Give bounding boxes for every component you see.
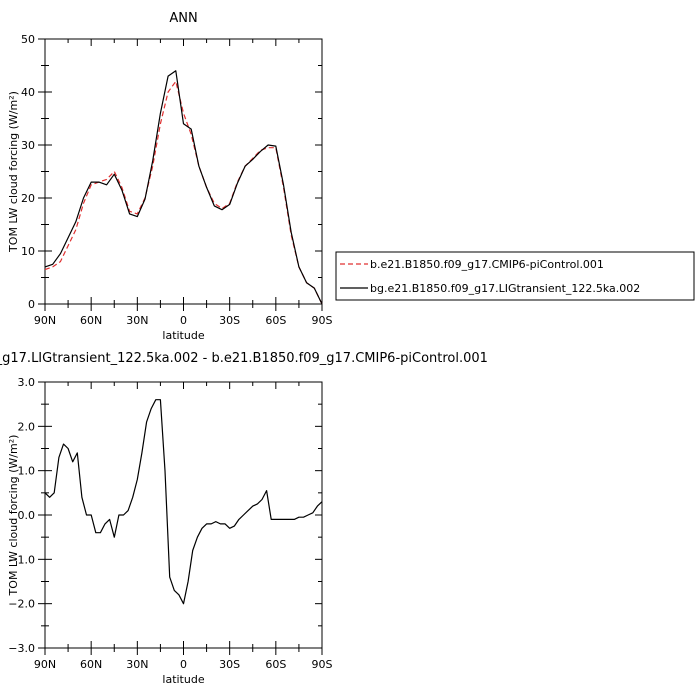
x-tick-label: 30N: [126, 658, 148, 671]
y-tick-label: 30: [21, 139, 35, 152]
x-tick-label: 60N: [80, 314, 102, 327]
y-tick-label: 50: [21, 33, 35, 46]
x-axis-label: latitude: [162, 673, 204, 686]
y-tick-label: 40: [21, 86, 35, 99]
series-line-1-0: [44, 399, 323, 605]
legend-box: [335, 251, 695, 301]
y-tick-label: 1.0: [18, 465, 36, 478]
x-tick-label: 60S: [265, 314, 286, 327]
x-tick-label: 90N: [34, 314, 56, 327]
x-tick-label: 60S: [265, 658, 286, 671]
x-tick-label: 30S: [219, 314, 240, 327]
legend-label-1: bg.e21.B1850.f09_g17.LIGtransient_122.5k…: [370, 282, 640, 295]
y-axis-label: TOM LW cloud forcing (W/m²): [7, 435, 20, 597]
x-tick-label: 90S: [312, 314, 333, 327]
y-tick-label: 20: [21, 192, 35, 205]
y-tick-label: 0: [28, 298, 35, 311]
y-tick-label: −3.0: [8, 642, 35, 655]
series-line-0-0: [44, 80, 323, 305]
x-tick-label: 0: [180, 314, 187, 327]
legend-label-0: b.e21.B1850.f09_g17.CMIP6-piControl.001: [370, 258, 604, 271]
y-tick-label: 0.0: [18, 509, 36, 522]
y-tick-label: −2.0: [8, 598, 35, 611]
y-tick-label: 3.0: [18, 376, 36, 389]
chart-title: bg.e21.B1850.f09_g17.LIGtransient_122.5k…: [0, 351, 488, 366]
x-tick-label: 0: [180, 658, 187, 671]
y-tick-label: −1.0: [8, 553, 35, 566]
y-tick-label: 2.0: [18, 420, 36, 433]
x-tick-label: 30N: [126, 314, 148, 327]
chart-title: ANN: [169, 11, 197, 26]
y-axis-label: TOM LW cloud forcing (W/m²): [7, 91, 20, 253]
x-tick-label: 60N: [80, 658, 102, 671]
x-tick-label: 30S: [219, 658, 240, 671]
x-tick-label: 90N: [34, 658, 56, 671]
x-axis-label: latitude: [162, 329, 204, 342]
series-line-0-1: [44, 70, 323, 305]
x-tick-label: 90S: [312, 658, 333, 671]
y-tick-label: 10: [21, 245, 35, 258]
